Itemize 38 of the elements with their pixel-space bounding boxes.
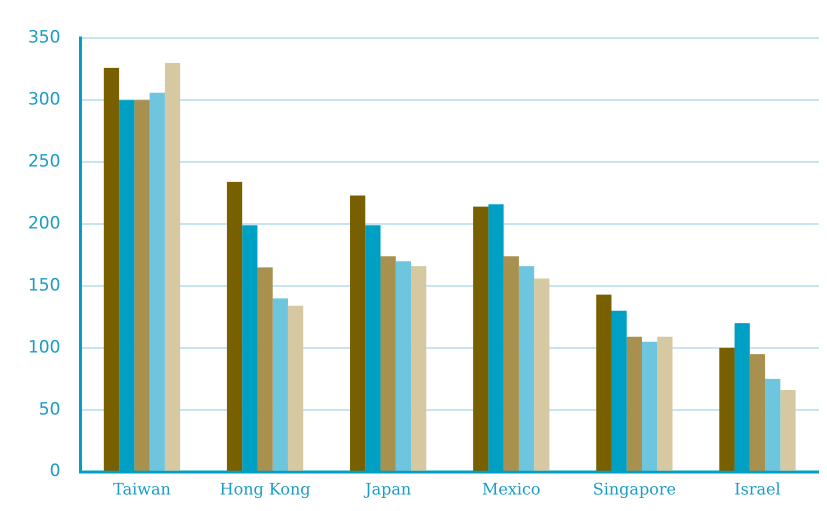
bar (380, 256, 396, 471)
y-tick-label: 50 (38, 399, 60, 420)
y-tick-label: 250 (28, 152, 60, 172)
y-tick-label: 0 (50, 461, 60, 482)
bar (657, 336, 673, 471)
y-tick-label: 350 (28, 28, 60, 48)
bar (272, 298, 288, 471)
bar (150, 92, 165, 471)
bar (719, 348, 735, 471)
bar (134, 100, 150, 471)
bar (226, 182, 242, 471)
x-tick-label: Japan (363, 480, 412, 499)
bar (626, 336, 642, 471)
bar (288, 306, 304, 471)
bar (534, 278, 550, 471)
bar (257, 267, 273, 471)
bar (411, 266, 426, 471)
y-tick-label: 300 (28, 90, 60, 110)
bar (518, 266, 534, 471)
bar (596, 294, 612, 471)
bar (350, 196, 366, 471)
x-tick-label: Hong Kong (220, 480, 311, 499)
y-tick-label: 100 (28, 337, 60, 358)
bar (164, 62, 180, 471)
y-tick-label: 150 (28, 275, 60, 296)
y-tick-label: 200 (28, 213, 60, 234)
x-tick-label: Israel (734, 480, 781, 499)
x-tick-label: Mexico (482, 480, 541, 499)
bar (642, 342, 658, 471)
bar (750, 354, 766, 471)
bar (780, 390, 796, 471)
bar (104, 68, 120, 471)
bar (473, 206, 488, 471)
x-tick-label: Singapore (592, 480, 676, 499)
x-tick-label: Taiwan (113, 480, 171, 499)
bar (765, 378, 780, 471)
bar (396, 261, 412, 471)
bar (504, 256, 519, 471)
